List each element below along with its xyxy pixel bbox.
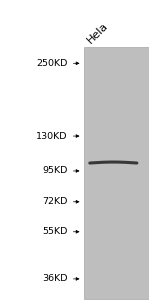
Text: Hela: Hela <box>85 21 110 45</box>
Text: 95KD: 95KD <box>42 167 68 175</box>
Text: 130KD: 130KD <box>36 131 68 141</box>
Text: 250KD: 250KD <box>36 59 68 68</box>
Bar <box>84 47 149 299</box>
Text: 55KD: 55KD <box>42 227 68 236</box>
Text: 36KD: 36KD <box>42 274 68 283</box>
Text: 72KD: 72KD <box>42 197 68 206</box>
